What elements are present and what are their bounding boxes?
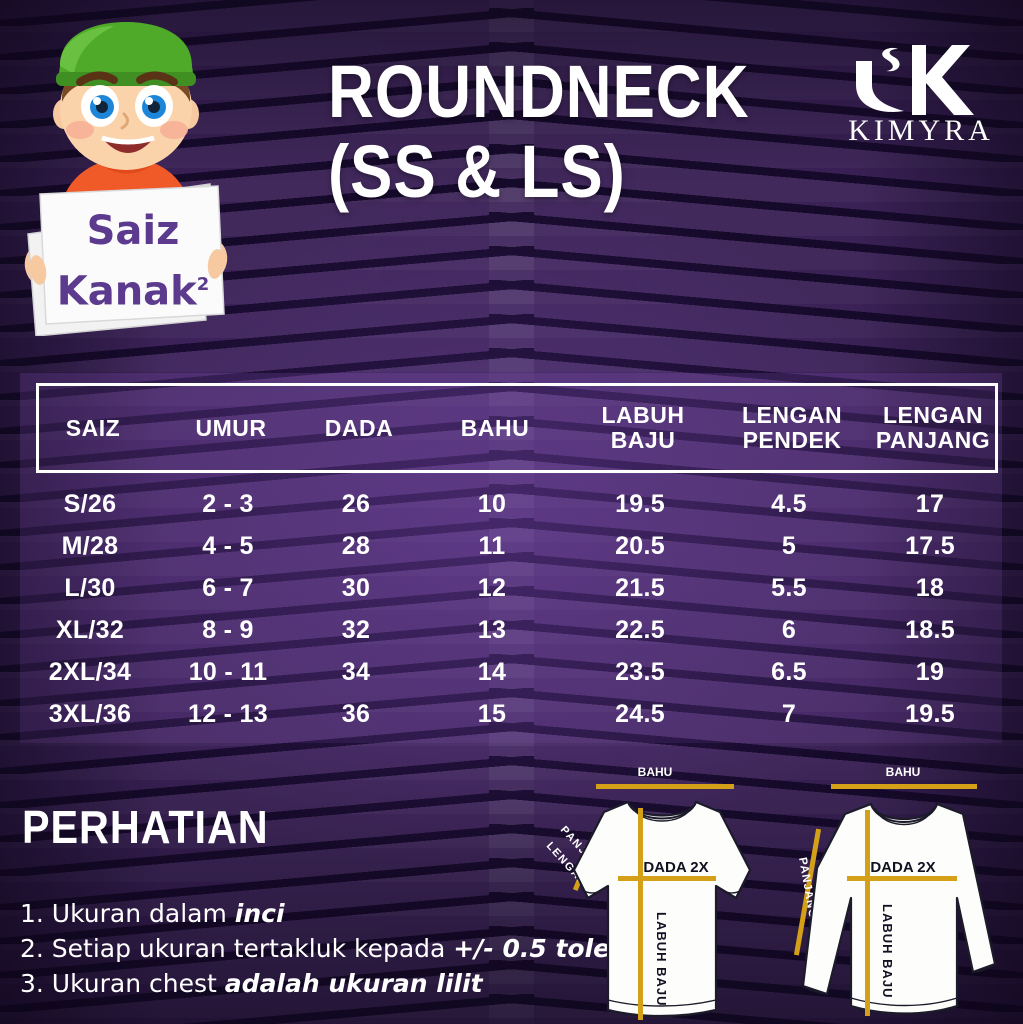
table-header-6: LENGAN PANJANG	[875, 402, 991, 453]
long-sleeve-diagram: BAHU PANJANG LENGAN DADA 2X LABUH BAJU	[775, 762, 1023, 1024]
table-row: L/30 6 - 7 30 12 21.5 5.5 18	[36, 567, 998, 609]
table-cell: 5	[781, 531, 797, 560]
table-cell: 13	[477, 615, 507, 644]
notice-item-1: 1. Ukuran dalam inci	[20, 899, 285, 928]
table-cell: 17	[915, 489, 945, 518]
table-cell: 7	[781, 699, 797, 728]
ss-shoulder-label: BAHU	[638, 765, 673, 779]
table-cell: 32	[341, 615, 371, 644]
table-cell: 21.5	[615, 573, 665, 602]
table-cell: 19	[915, 657, 945, 686]
short-sleeve-diagram: BAHU PANJANG LENGAN DADA 2X LABUH BAJU	[530, 762, 780, 1024]
table-cell: 26	[341, 489, 371, 518]
table-header-1: UMUR	[195, 414, 267, 441]
table-header-3: BAHU	[460, 414, 530, 441]
ls-shoulder-label: BAHU	[886, 765, 921, 779]
table-header-box: SAIZ UMUR DADA BAHU LABUH BAJU LENGAN PENDEK LEN…	[36, 383, 998, 473]
table-cell: 17.5	[905, 531, 955, 560]
table-cell: 30	[341, 573, 371, 602]
table-cell: S/26	[63, 489, 117, 518]
table-cell: 20.5	[615, 531, 665, 560]
table-cell: 8 - 9	[202, 615, 254, 644]
ls-length-label: LABUH BAJU	[880, 904, 895, 999]
table-row: 2XL/34 10 - 11 34 14 23.5 6.5 19	[36, 651, 998, 693]
table-cell: 3XL/36	[48, 699, 132, 728]
table-row: S/26 2 - 3 26 10 19.5 4.5 17	[36, 483, 998, 525]
page-title: ROUNDNECK (SS & LS)	[328, 52, 888, 212]
table-cell: 24.5	[615, 699, 665, 728]
table-cell: XL/32	[55, 615, 125, 644]
table-cell: M/28	[61, 531, 119, 560]
size-table-panel	[20, 373, 1002, 743]
table-cell: 2XL/34	[48, 657, 132, 686]
ss-length-label: LABUH BAJU	[654, 912, 669, 1007]
table-cell: 11	[478, 531, 506, 560]
sk-monogram-icon	[841, 42, 1001, 120]
table-cell: 36	[341, 699, 371, 728]
brand-logo: KIMYRA	[841, 42, 1001, 148]
table-cell: 10	[477, 489, 507, 518]
title-line-1: ROUNDNECK	[328, 50, 750, 133]
table-cell: 18	[915, 573, 945, 602]
table-cell: 12	[477, 573, 507, 602]
table-cell: 10 - 11	[188, 657, 268, 686]
table-cell: 18.5	[905, 615, 955, 644]
ss-chest-label: DADA 2X	[643, 859, 708, 876]
table-cell: 6.5	[771, 657, 807, 686]
table-cell: 22.5	[615, 615, 665, 644]
title-line-2: (SS & LS)	[328, 130, 626, 213]
table-row: M/28 4 - 5 28 11 20.5 5 17.5	[36, 525, 998, 567]
notice-item-3: 3. Ukuran chest adalah ukuran lilit	[20, 969, 483, 998]
table-cell: 19.5	[615, 489, 665, 518]
table-header-4: LABUH BAJU	[601, 402, 685, 453]
table-cell: 6	[781, 615, 797, 644]
table-cell: 4.5	[771, 489, 807, 518]
table-header-2: DADA	[324, 414, 394, 441]
table-header-5: LENGAN PENDEK	[741, 402, 843, 453]
brand-name: KIMYRA	[848, 114, 994, 147]
table-cell: 23.5	[615, 657, 665, 686]
table-cell: 4 - 5	[202, 531, 254, 560]
size-table: SAIZ UMUR DADA BAHU LABUH BAJU LENGAN PENDEK LEN…	[36, 383, 998, 733]
table-cell: 14	[477, 657, 507, 686]
table-cell: 2 - 3	[202, 489, 254, 518]
table-cell: 15	[477, 699, 507, 728]
table-cell: 19.5	[905, 699, 955, 728]
table-cell: L/30	[64, 573, 116, 602]
table-cell: 6 - 7	[202, 573, 254, 602]
table-header-0: SAIZ	[65, 414, 121, 441]
table-cell: 34	[341, 657, 371, 686]
table-row: XL/32 8 - 9 32 13 22.5 6 18.5	[36, 609, 998, 651]
table-cell: 28	[341, 531, 371, 560]
table-cell: 12 - 13	[188, 699, 268, 728]
ls-chest-label: DADA 2X	[870, 859, 935, 876]
table-row: 3XL/36 12 - 13 36 15 24.5 7 19.5	[36, 693, 998, 735]
table-cell: 5.5	[771, 573, 807, 602]
notice-heading: PERHATIAN	[22, 801, 269, 853]
mascot-illustration: Saiz Kanak2	[2, 18, 254, 337]
